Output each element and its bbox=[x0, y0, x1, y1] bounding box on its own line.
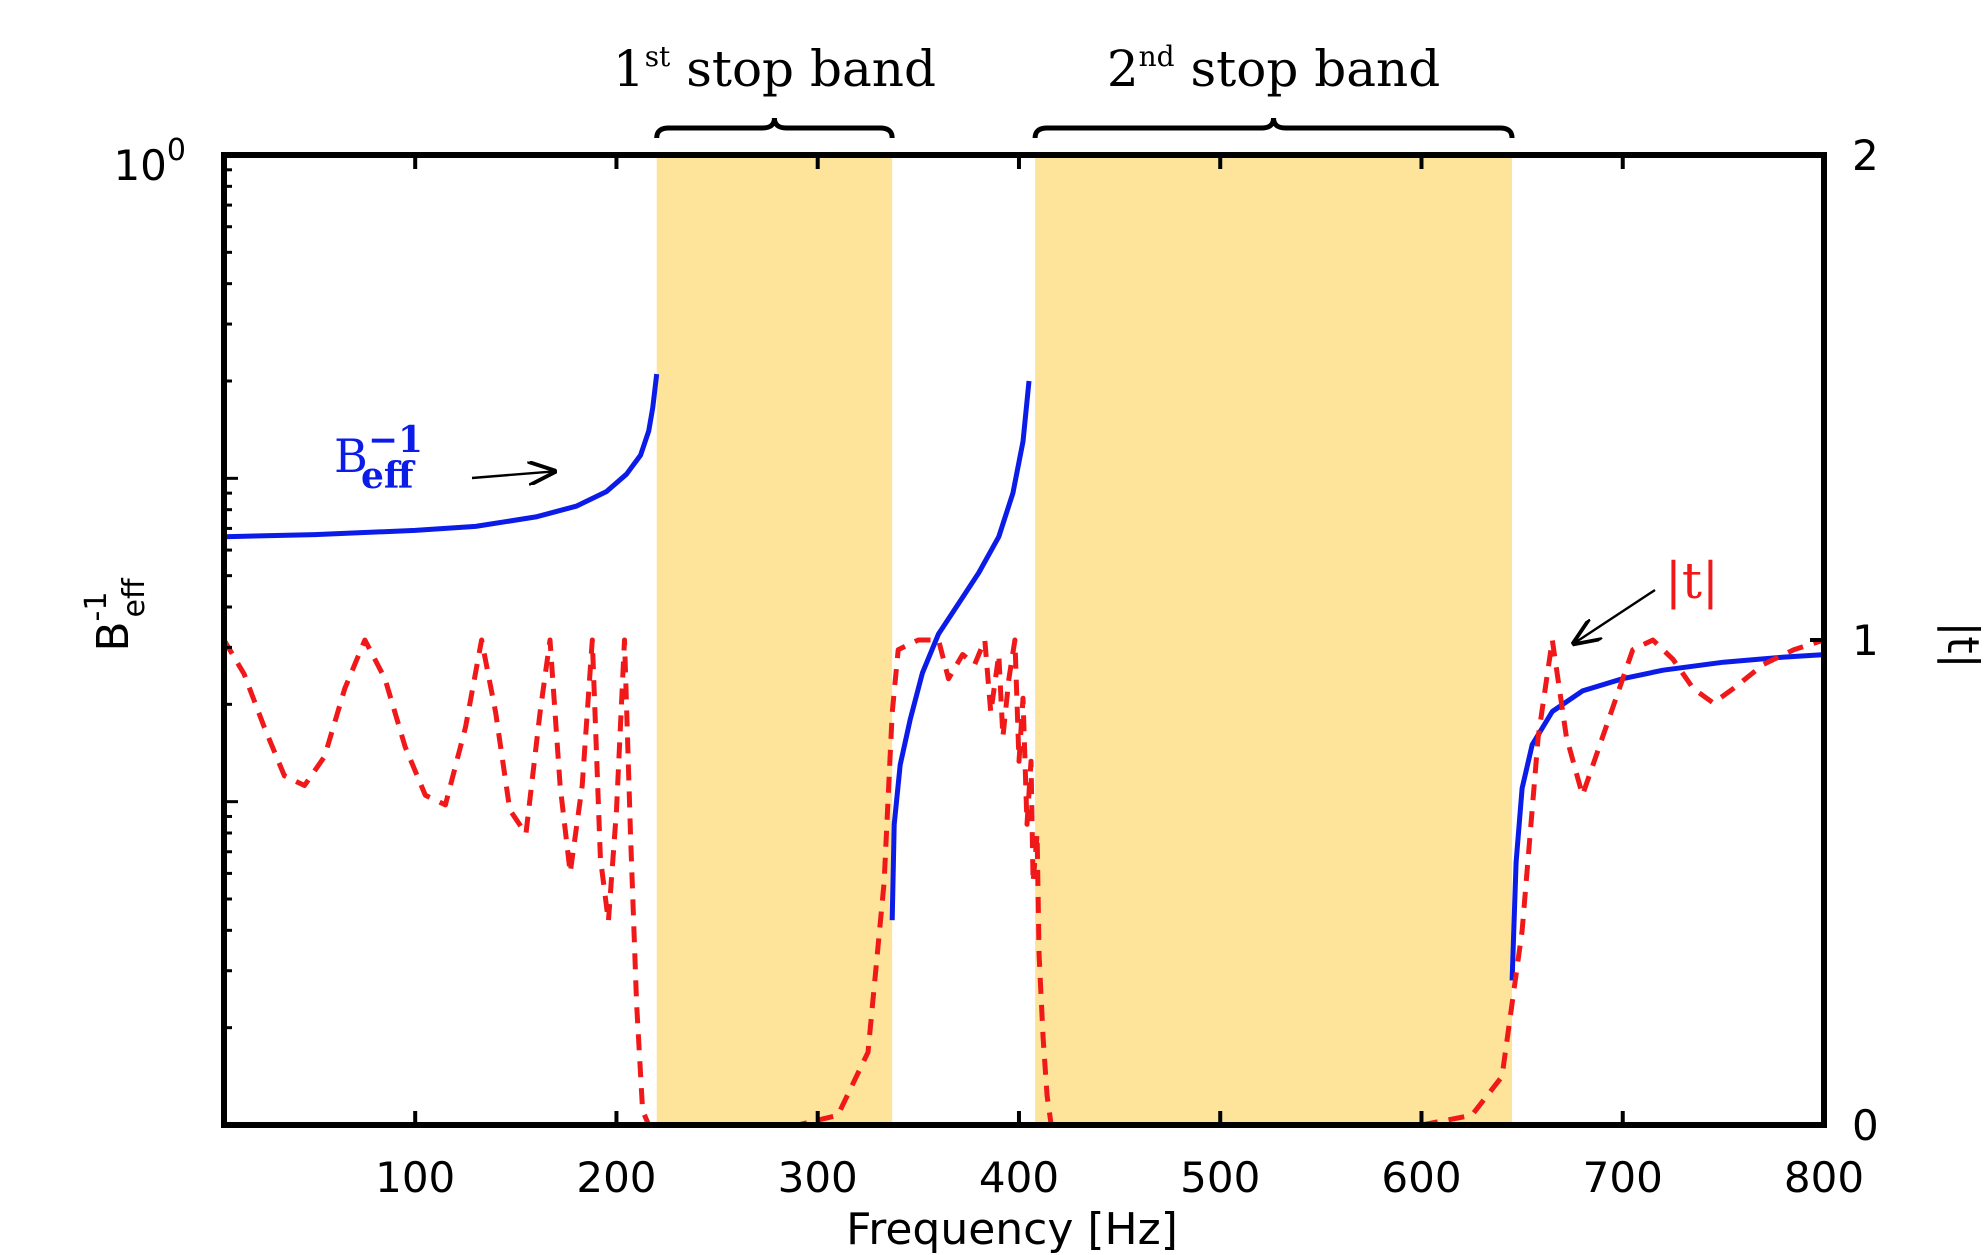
y-right-tick-label: 2 bbox=[1852, 131, 1879, 180]
axis-ticks: 100 200 300 400 500 600 700 800 100 0 1 2 bbox=[113, 131, 1878, 1202]
plot-frame bbox=[221, 152, 1827, 1128]
x-tick-label: 600 bbox=[1381, 1153, 1461, 1202]
svg-text:|t|: |t| bbox=[1937, 622, 1986, 669]
x-tick-label: 100 bbox=[375, 1153, 455, 1202]
stop-band-label-1: 1st stop band bbox=[613, 40, 936, 98]
stop-bands bbox=[656, 155, 1513, 1125]
beff-line-segment-3 bbox=[1509, 652, 1825, 981]
beff-annotation-label: B−1 eff bbox=[334, 419, 423, 497]
x-tick-label: 200 bbox=[576, 1153, 656, 1202]
beff-line-segment-2 bbox=[889, 380, 1032, 921]
stop-band-brace-2 bbox=[1032, 117, 1515, 139]
x-axis-title: Frequency [Hz] bbox=[846, 1204, 1178, 1255]
data-lines bbox=[221, 373, 1825, 1128]
t-line-segment-1 bbox=[221, 637, 652, 1126]
stop-band-1 bbox=[656, 155, 893, 1125]
y-axis-right-title: |t| bbox=[1937, 622, 1986, 669]
y-right-tick-label: 1 bbox=[1852, 616, 1879, 665]
t-annotation-arrow bbox=[1576, 588, 1656, 642]
x-tick-label: 300 bbox=[778, 1153, 858, 1202]
t-annotation-label: |t| bbox=[1665, 552, 1719, 610]
x-tick-label: 700 bbox=[1583, 1153, 1663, 1202]
stop-band-brace-1 bbox=[654, 117, 895, 139]
y-right-tick-label: 0 bbox=[1852, 1101, 1879, 1150]
y-axis-left-title: B-1 eff bbox=[79, 577, 152, 652]
x-tick-label: 800 bbox=[1784, 1153, 1864, 1202]
y-left-tick-label: 100 bbox=[113, 133, 186, 190]
t-line-segment-3 bbox=[1341, 637, 1825, 1128]
stop-band-label-2: 2nd stop band bbox=[1107, 40, 1440, 98]
stop-band-2 bbox=[1035, 155, 1513, 1125]
x-tick-label: 500 bbox=[1180, 1153, 1260, 1202]
annotations: 1st stop band 2nd stop band B−1 eff |t| bbox=[334, 40, 1719, 642]
beff-annotation-arrow bbox=[471, 472, 552, 478]
beff-line-segment-1 bbox=[223, 373, 660, 540]
t-line-segment-2 bbox=[737, 637, 1054, 1128]
x-tick-label: 400 bbox=[979, 1153, 1059, 1202]
